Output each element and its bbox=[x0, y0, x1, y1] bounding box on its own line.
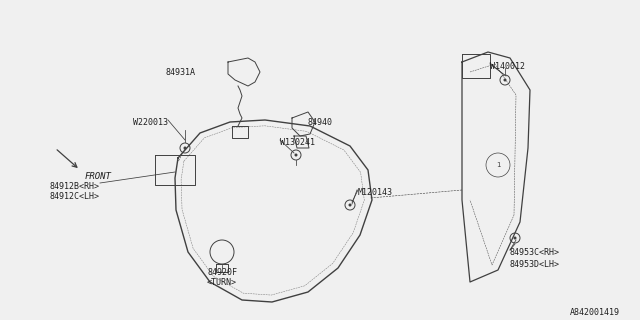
Circle shape bbox=[504, 78, 506, 82]
Text: 84953C<RH>: 84953C<RH> bbox=[510, 248, 560, 257]
Circle shape bbox=[513, 236, 516, 239]
Text: 84931A: 84931A bbox=[165, 68, 195, 77]
Text: 84912C<LH>: 84912C<LH> bbox=[50, 192, 100, 201]
Text: 84953D<LH>: 84953D<LH> bbox=[510, 260, 560, 269]
Text: FRONT: FRONT bbox=[85, 172, 112, 181]
Text: 84920F: 84920F bbox=[207, 268, 237, 277]
Text: W130241: W130241 bbox=[280, 138, 315, 147]
Text: <TURN>: <TURN> bbox=[207, 278, 237, 287]
Circle shape bbox=[349, 204, 351, 206]
Text: W140012: W140012 bbox=[490, 62, 525, 71]
Text: M120143: M120143 bbox=[358, 188, 393, 197]
Text: 84912B<RH>: 84912B<RH> bbox=[50, 182, 100, 191]
Circle shape bbox=[184, 147, 186, 149]
Text: A842001419: A842001419 bbox=[570, 308, 620, 317]
Text: W220013: W220013 bbox=[133, 118, 168, 127]
Text: 84940: 84940 bbox=[308, 118, 333, 127]
Text: 1: 1 bbox=[496, 162, 500, 168]
Circle shape bbox=[294, 154, 298, 156]
